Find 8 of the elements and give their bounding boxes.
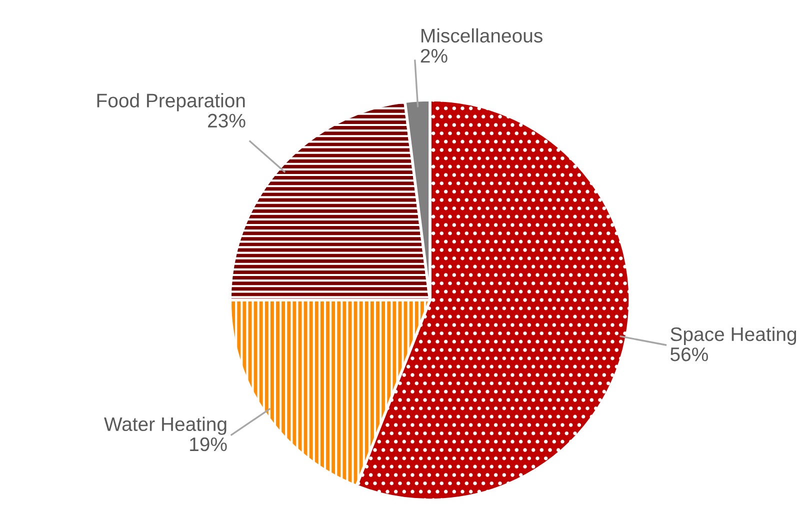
slice-label: Miscellaneous — [422, 28, 542, 43]
slice-label: Food Preparation — [97, 93, 245, 112]
slice-label: Water Heating — [104, 416, 226, 435]
slice-label: Space Heating — [670, 326, 796, 345]
data-label: 56% — [670, 347, 708, 362]
data-label: 23% — [208, 114, 246, 128]
data-label: 19% — [190, 437, 227, 452]
data-label: 2% — [420, 48, 448, 63]
